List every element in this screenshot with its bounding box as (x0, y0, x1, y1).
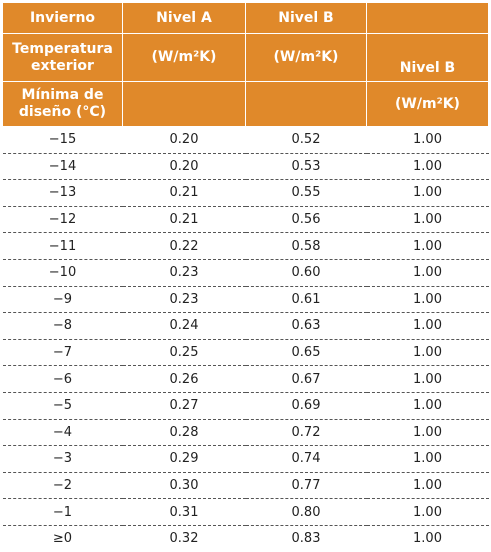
nivel-b-2-cell: 1.00 (366, 365, 489, 393)
table-row: −15 0.20 0.52 1.00 (2, 126, 489, 154)
nivel-a-cell: 0.30 (122, 472, 246, 500)
temperature-cell: −12 (2, 206, 123, 234)
nivel-a-cell: 0.25 (122, 339, 246, 367)
temperature-cell: −13 (2, 179, 123, 207)
nivel-a-cell: 0.21 (122, 179, 246, 207)
nivel-a-cell: 0.32 (169, 531, 199, 547)
nivel-a-cell: 0.24 (122, 312, 246, 340)
temperature-cell: −14 (2, 153, 123, 181)
table-row: −5 0.27 0.69 1.00 (2, 392, 489, 420)
nivel-b-cell: 0.69 (245, 392, 367, 420)
nivel-a-cell: 0.23 (122, 286, 246, 314)
header-row-2: Temperatura exterior (W/m²K) (W/m²K) Niv… (2, 33, 489, 82)
nivel-a-cell: 0.21 (122, 206, 246, 234)
table-body: −15 0.20 0.52 1.00 −14 0.20 0.53 1.00 −13 0.21 0.5… (2, 126, 489, 552)
header-nivel-a: Nivel A (122, 2, 246, 34)
nivel-a-cell: 0.28 (122, 419, 246, 447)
table-row: −7 0.25 0.65 1.00 (2, 339, 489, 367)
table-row: −4 0.28 0.72 1.00 (2, 419, 489, 447)
nivel-b-2-cell: 1.00 (366, 126, 489, 154)
nivel-b-cell: 0.74 (245, 445, 367, 473)
nivel-a-cell: 0.22 (122, 232, 246, 260)
nivel-a-cell: 0.27 (122, 392, 246, 420)
nivel-b-2-cell: 1.00 (366, 339, 489, 367)
temperature-cell: −2 (2, 472, 123, 500)
nivel-b-2-cell: 1.00 (366, 232, 489, 260)
nivel-b-cell: 0.63 (245, 312, 367, 340)
nivel-b-2-cell: 1.00 (366, 153, 489, 181)
table-row: ≥0 0.32 0.83 1.00 (3, 525, 489, 551)
nivel-b-2-cell: 1.00 (366, 472, 489, 500)
header-unit-b: (W/m²K) (245, 33, 367, 82)
nivel-a-cell: 0.31 (122, 498, 246, 526)
temperature-cell: −9 (2, 286, 123, 314)
table-row: −8 0.24 0.63 1.00 (2, 312, 489, 340)
table-row: −11 0.22 0.58 1.00 (2, 232, 489, 260)
nivel-b-cell: 0.61 (245, 286, 367, 314)
temperature-cell: −4 (2, 419, 123, 447)
table-row: −10 0.23 0.60 1.00 (2, 259, 489, 287)
temperature-cell: −11 (2, 232, 123, 260)
temperature-cell: −1 (2, 498, 123, 526)
nivel-b-cell: 0.67 (245, 365, 367, 393)
nivel-b-2-cell: 1.00 (366, 498, 489, 526)
nivel-b-cell: 0.83 (291, 531, 321, 547)
nivel-a-cell: 0.20 (122, 153, 246, 181)
nivel-b-2-cell: 1.00 (366, 179, 489, 207)
header-unit-a: (W/m²K) (122, 33, 246, 82)
table-row: −3 0.29 0.74 1.00 (2, 445, 489, 473)
temperature-cell: −10 (2, 259, 123, 287)
temperature-cell: −6 (2, 365, 123, 393)
nivel-a-cell: 0.29 (122, 445, 246, 473)
nivel-b-2-cell: 1.00 (366, 392, 489, 420)
table-row: −9 0.23 0.61 1.00 (2, 286, 489, 314)
temperature-cell: −8 (2, 312, 123, 340)
nivel-b-2-cell: 1.00 (413, 531, 442, 547)
table-header: Invierno Nivel A Nivel B Temperatura ext… (2, 2, 489, 127)
nivel-b-2-cell: 1.00 (366, 419, 489, 447)
nivel-a-cell: 0.23 (122, 259, 246, 287)
header-nivel-b-2: Nivel B (366, 33, 489, 82)
table-row: −2 0.30 0.77 1.00 (2, 472, 489, 500)
nivel-b-cell: 0.65 (245, 339, 367, 367)
table-row: −1 0.31 0.80 1.00 (2, 498, 489, 526)
nivel-b-2-cell: 1.00 (366, 286, 489, 314)
nivel-a-cell: 0.20 (122, 126, 246, 154)
header-unit-b-2: (W/m²K) (366, 81, 489, 127)
temperature-cell: −15 (2, 126, 123, 154)
table-row: −13 0.21 0.55 1.00 (2, 179, 489, 207)
header-temperatura-exterior: Temperatura exterior (2, 33, 123, 82)
header-row-1: Invierno Nivel A Nivel B (2, 2, 489, 34)
nivel-b-2-cell: 1.00 (366, 206, 489, 234)
nivel-b-2-cell: 1.00 (366, 445, 489, 473)
nivel-b-2-cell: 1.00 (366, 259, 489, 287)
header-empty (366, 2, 489, 34)
header-empty-a (122, 81, 246, 127)
header-minima-diseno: Mínima de diseño (°C) (2, 81, 123, 127)
header-row-3: Mínima de diseño (°C) (W/m²K) (2, 81, 489, 127)
nivel-b-cell: 0.60 (245, 259, 367, 287)
table-row: −12 0.21 0.56 1.00 (2, 206, 489, 234)
nivel-b-cell: 0.72 (245, 419, 367, 447)
temperature-cell: −5 (2, 392, 123, 420)
temperature-cell: −7 (2, 339, 123, 367)
nivel-a-cell: 0.26 (122, 365, 246, 393)
temperature-cell: −3 (2, 445, 123, 473)
nivel-b-cell: 0.80 (245, 498, 367, 526)
temperature-cell: ≥0 (52, 531, 73, 547)
nivel-b-2-cell: 1.00 (366, 312, 489, 340)
nivel-b-cell: 0.53 (245, 153, 367, 181)
table-row: −6 0.26 0.67 1.00 (2, 365, 489, 393)
nivel-b-cell: 0.77 (245, 472, 367, 500)
nivel-b-cell: 0.55 (245, 179, 367, 207)
table-row: −14 0.20 0.53 1.00 (2, 153, 489, 181)
nivel-b-cell: 0.52 (245, 126, 367, 154)
nivel-b-cell: 0.58 (245, 232, 367, 260)
header-nivel-b: Nivel B (245, 2, 367, 34)
header-empty-b (245, 81, 367, 127)
header-invierno: Invierno (2, 2, 123, 34)
nivel-b-cell: 0.56 (245, 206, 367, 234)
